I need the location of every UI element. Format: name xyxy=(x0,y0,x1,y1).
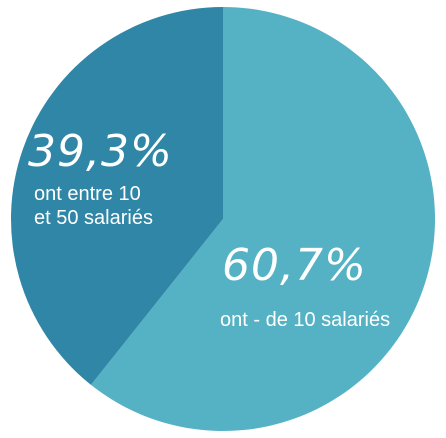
slice-category-label-large: ont - de 10 salariés xyxy=(220,309,390,331)
slice-category-label-small-line2: et 50 salariés xyxy=(34,207,153,229)
pie-slices xyxy=(11,7,435,431)
slice-percent-label-small: 39,3% xyxy=(28,126,173,177)
pie-slice-0 xyxy=(90,7,435,431)
slice-percent-label-large: 60,7% xyxy=(222,240,367,291)
pie-slice-1 xyxy=(11,7,223,385)
slice-category-label-small-line1: ont entre 10 xyxy=(34,183,141,205)
